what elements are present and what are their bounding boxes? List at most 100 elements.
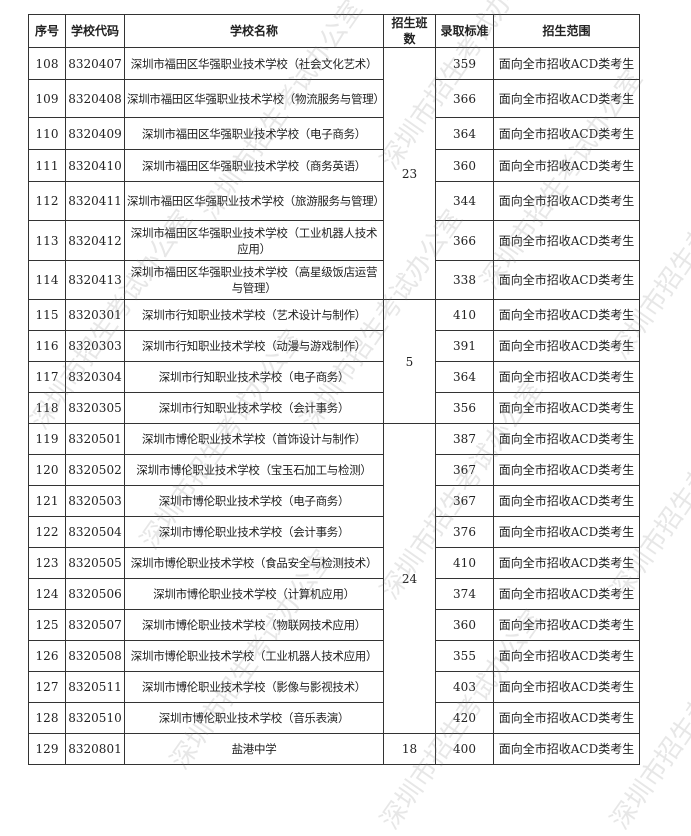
enrollment-scope: 面向全市招收ACD类考生 <box>493 640 640 672</box>
school-name: 深圳市行知职业技术学校（电子商务） <box>124 361 384 393</box>
school-code: 8320304 <box>65 361 125 393</box>
enrollment-scope: 面向全市招收ACD类考生 <box>493 260 640 300</box>
row-index: 110 <box>28 117 66 150</box>
table-row: 127 8320511 深圳市博伦职业技术学校（影像与影视技术） 403 面向全市招收A… <box>28 671 640 703</box>
enrollment-scope: 面向全市招收ACD类考生 <box>493 733 640 765</box>
school-code: 8320505 <box>65 547 125 579</box>
table-row: 112 8320411 深圳市福田区华强职业技术学校（旅游服务与管理） 344 面向全市… <box>28 181 640 221</box>
school-code: 8320507 <box>65 609 125 641</box>
admission-score: 410 <box>435 547 494 579</box>
admission-score: 387 <box>435 423 494 455</box>
admission-score: 344 <box>435 181 494 221</box>
school-name: 深圳市博伦职业技术学校（食品安全与检测技术） <box>124 547 384 579</box>
enrollment-scope: 面向全市招收ACD类考生 <box>493 547 640 579</box>
school-name: 深圳市博伦职业技术学校（首饰设计与制作） <box>124 423 384 455</box>
school-name: 深圳市博伦职业技术学校（计算机应用） <box>124 578 384 610</box>
school-name: 深圳市行知职业技术学校（艺术设计与制作） <box>124 299 384 331</box>
enrollment-scope: 面向全市招收ACD类考生 <box>493 454 640 486</box>
header-school-name: 学校名称 <box>124 14 384 48</box>
enrollment-scope: 面向全市招收ACD类考生 <box>493 330 640 362</box>
admission-score: 366 <box>435 220 494 261</box>
table-body: 108 8320407 深圳市福田区华强职业技术学校（社会文化艺术） 23 359 面向全… <box>28 47 640 765</box>
school-name: 深圳市博伦职业技术学校（会计事务） <box>124 516 384 548</box>
school-code: 8320511 <box>65 671 125 703</box>
school-code: 8320410 <box>65 149 125 182</box>
school-name: 深圳市福田区华强职业技术学校（电子商务） <box>124 117 384 150</box>
school-code: 8320502 <box>65 454 125 486</box>
school-code: 8320501 <box>65 423 125 455</box>
table-row: 120 8320502 深圳市博伦职业技术学校（宝玉石加工与检测） 367 面向全市招收… <box>28 454 640 486</box>
school-code: 8320506 <box>65 578 125 610</box>
admission-score: 391 <box>435 330 494 362</box>
school-name: 深圳市福田区华强职业技术学校（旅游服务与管理） <box>124 181 385 221</box>
row-index: 120 <box>28 454 66 486</box>
admission-table: 序号 学校代码 学校名称 招生班数 录取标准 招生范围 108 8320407 深圳… <box>28 14 640 765</box>
school-name: 深圳市博伦职业技术学校（电子商务） <box>124 485 384 517</box>
enrollment-scope: 面向全市招收ACD类考生 <box>493 47 640 80</box>
class-count: 5 <box>383 299 436 424</box>
row-index: 127 <box>28 671 66 703</box>
school-code: 8320413 <box>65 260 125 300</box>
admission-score: 359 <box>435 47 494 80</box>
table-row: 118 8320305 深圳市行知职业技术学校（会计事务） 356 面向全市招收ACD类… <box>28 392 640 424</box>
school-code: 8320412 <box>65 220 125 261</box>
row-index: 109 <box>28 79 66 118</box>
table-row: 126 8320508 深圳市博伦职业技术学校（工业机器人技术应用） 355 面向全市招… <box>28 640 640 672</box>
table-row: 108 8320407 深圳市福田区华强职业技术学校（社会文化艺术） 23 359 面向全… <box>28 47 640 300</box>
row-index: 115 <box>28 299 66 331</box>
school-code: 8320305 <box>65 392 125 424</box>
admission-score: 376 <box>435 516 494 548</box>
table-row: 123 8320505 深圳市博伦职业技术学校（食品安全与检测技术） 410 面向全市招… <box>28 547 640 579</box>
admission-score: 367 <box>435 454 494 486</box>
table-row: 110 8320409 深圳市福田区华强职业技术学校（电子商务） 364 面向全市招收A… <box>28 117 640 150</box>
school-code: 8320504 <box>65 516 125 548</box>
row-index: 117 <box>28 361 66 393</box>
table-row: 115 8320301 深圳市行知职业技术学校（艺术设计与制作） 5 410 面向全市招收… <box>28 299 640 424</box>
school-code: 8320503 <box>65 485 125 517</box>
school-code: 8320408 <box>65 79 125 118</box>
admission-score: 374 <box>435 578 494 610</box>
school-name: 深圳市博伦职业技术学校（宝玉石加工与检测） <box>124 454 384 486</box>
enrollment-scope: 面向全市招收ACD类考生 <box>493 609 640 641</box>
school-name: 深圳市博伦职业技术学校（影像与影视技术） <box>124 671 384 703</box>
table-row: 122 8320504 深圳市博伦职业技术学校（会计事务） 376 面向全市招收ACD类… <box>28 516 640 548</box>
school-code: 8320303 <box>65 330 125 362</box>
table-row: 129 8320801 盐港中学 18 400 面向全市招收ACD类考生 <box>28 733 640 765</box>
admission-score: 367 <box>435 485 494 517</box>
row-index: 114 <box>28 260 66 300</box>
school-name: 深圳市福田区华强职业技术学校（工业机器人技术应用） <box>124 220 384 261</box>
admission-score: 360 <box>435 149 494 182</box>
school-name: 深圳市博伦职业技术学校（物联网技术应用） <box>124 609 384 641</box>
table-row: 119 8320501 深圳市博伦职业技术学校（首饰设计与制作） 24 387 面向全市招… <box>28 423 640 734</box>
table-row: 124 8320506 深圳市博伦职业技术学校（计算机应用） 374 面向全市招收ACD… <box>28 578 640 610</box>
row-index: 108 <box>28 47 66 80</box>
admission-score: 366 <box>435 79 494 118</box>
admission-score: 403 <box>435 671 494 703</box>
row-index: 116 <box>28 330 66 362</box>
row-index: 123 <box>28 547 66 579</box>
school-code: 8320510 <box>65 702 125 734</box>
row-index: 125 <box>28 609 66 641</box>
class-count: 24 <box>383 423 436 734</box>
admission-score: 410 <box>435 299 494 331</box>
admission-score: 360 <box>435 609 494 641</box>
table-row: 114 8320413 深圳市福田区华强职业技术学校（高星级饭店运营与管理） 338 面… <box>28 260 640 300</box>
admission-score: 364 <box>435 117 494 150</box>
enrollment-scope: 面向全市招收ACD类考生 <box>493 423 640 455</box>
header-enrollment-scope: 招生范围 <box>493 14 640 48</box>
row-index: 128 <box>28 702 66 734</box>
table-header-row: 序号 学校代码 学校名称 招生班数 录取标准 招生范围 <box>28 14 640 48</box>
row-index: 124 <box>28 578 66 610</box>
header-school-code: 学校代码 <box>65 14 125 48</box>
school-name: 深圳市博伦职业技术学校（工业机器人技术应用） <box>124 640 384 672</box>
header-admission-score: 录取标准 <box>435 14 494 48</box>
enrollment-scope: 面向全市招收ACD类考生 <box>493 149 640 182</box>
enrollment-scope: 面向全市招收ACD类考生 <box>493 392 640 424</box>
row-index: 113 <box>28 220 66 261</box>
table-row: 113 8320412 深圳市福田区华强职业技术学校（工业机器人技术应用） 366 面向… <box>28 220 640 261</box>
row-index: 122 <box>28 516 66 548</box>
class-count: 23 <box>383 47 436 300</box>
class-count: 18 <box>383 733 436 765</box>
table-row: 121 8320503 深圳市博伦职业技术学校（电子商务） 367 面向全市招收ACD类… <box>28 485 640 517</box>
school-code: 8320801 <box>65 733 125 765</box>
